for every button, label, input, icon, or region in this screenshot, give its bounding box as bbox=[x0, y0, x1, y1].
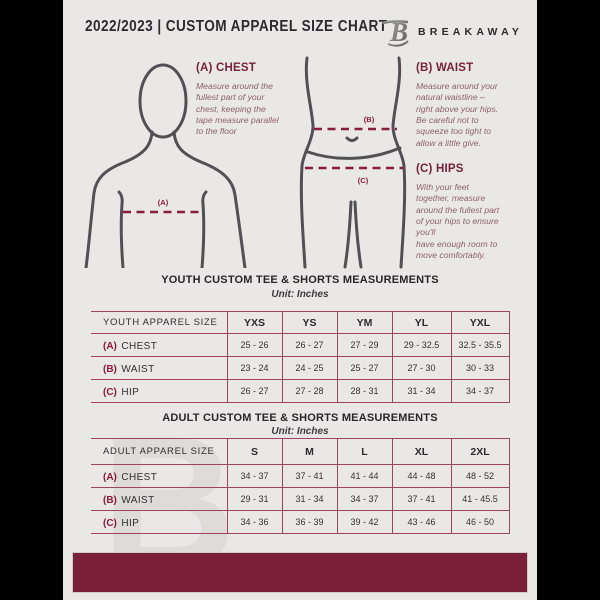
adult-chest-row: (A) CHEST 34 - 37 37 - 41 41 - 44 44 - 4… bbox=[91, 464, 510, 488]
row-label: HIP bbox=[121, 518, 140, 529]
breakaway-b-logo-icon: B bbox=[381, 17, 409, 47]
adult-waist-row: (B) WAIST 29 - 31 31 - 34 34 - 37 37 - 4… bbox=[91, 487, 510, 511]
table-cell: 25 - 27 bbox=[336, 356, 392, 380]
table-cell: 25 - 26 bbox=[226, 333, 282, 357]
adult-size-l: L bbox=[336, 438, 392, 465]
table-cell: 28 - 31 bbox=[336, 379, 392, 403]
table-cell: 26 - 27 bbox=[226, 379, 282, 403]
chest-guide-heading: (A) CHEST bbox=[196, 62, 256, 74]
youth-chest-row: (A) CHEST 25 - 26 26 - 27 27 - 29 29 - 3… bbox=[91, 333, 510, 357]
row-key: (A) bbox=[103, 472, 117, 483]
table-cell: 46 - 50 bbox=[450, 510, 510, 534]
youth-table-header-row: YOUTH APPAREL SIZE YXS YS YM YL YXL bbox=[91, 311, 510, 334]
row-key: (B) bbox=[103, 495, 117, 506]
table-cell: 24 - 25 bbox=[281, 356, 337, 380]
youth-size-ys: YS bbox=[281, 311, 337, 334]
table-cell: 34 - 37 bbox=[226, 464, 282, 488]
youth-size-yxs: YXS bbox=[226, 311, 282, 334]
chest-guide-text: Measure around the fullest part of your … bbox=[196, 81, 279, 137]
table-cell: 37 - 41 bbox=[391, 487, 451, 511]
adult-size-table: ADULT APPAREL SIZE S M L XL 2XL (A) CHES… bbox=[91, 438, 510, 534]
table-cell: 34 - 36 bbox=[226, 510, 282, 534]
row-label: HIP bbox=[121, 387, 140, 398]
table-cell: 27 - 29 bbox=[336, 333, 392, 357]
table-cell: 27 - 28 bbox=[281, 379, 337, 403]
hips-line-label: (C) bbox=[358, 176, 369, 185]
youth-table-corner-header: YOUTH APPAREL SIZE bbox=[91, 311, 227, 334]
table-cell: 29 - 31 bbox=[226, 487, 282, 511]
table-cell: 48 - 52 bbox=[450, 464, 510, 488]
youth-size-table: YOUTH APPAREL SIZE YXS YS YM YL YXL (A) … bbox=[91, 311, 510, 403]
row-label: CHEST bbox=[121, 472, 158, 483]
page-title: 2022/2023 | CUSTOM APPAREL SIZE CHART bbox=[85, 18, 388, 35]
table-cell: 37 - 41 bbox=[281, 464, 337, 488]
brand-name: BREAKAWAY bbox=[418, 26, 524, 38]
table-cell: 44 - 48 bbox=[391, 464, 451, 488]
logo-letter: B bbox=[389, 17, 408, 47]
adult-size-2xl: 2XL bbox=[450, 438, 510, 465]
table-cell: 43 - 46 bbox=[391, 510, 451, 534]
torso-figure-illustration: (A) bbox=[84, 63, 247, 268]
table-cell: 34 - 37 bbox=[450, 379, 510, 403]
row-label: WAIST bbox=[121, 495, 155, 506]
waist-line-label: (B) bbox=[364, 115, 375, 124]
row-label: CHEST bbox=[121, 341, 158, 352]
figure-head bbox=[138, 63, 188, 139]
document-canvas: B 2022/2023 | CUSTOM APPAREL SIZE CHART … bbox=[63, 0, 537, 600]
youth-size-yxl: YXL bbox=[450, 311, 510, 334]
row-key: (B) bbox=[103, 364, 117, 375]
table-cell: 41 - 44 bbox=[336, 464, 392, 488]
table-cell: 26 - 27 bbox=[281, 333, 337, 357]
row-key: (C) bbox=[103, 518, 117, 529]
adult-size-m: M bbox=[281, 438, 337, 465]
table-cell: 39 - 42 bbox=[336, 510, 392, 534]
adult-size-xl: XL bbox=[391, 438, 451, 465]
adult-table-header-row: ADULT APPAREL SIZE S M L XL 2XL bbox=[91, 438, 510, 465]
youth-size-yl: YL bbox=[391, 311, 451, 334]
adult-unit-label: Unit: Inches bbox=[271, 426, 329, 437]
waist-guide-text: Measure around your natural waistline – … bbox=[416, 81, 499, 148]
row-key: (C) bbox=[103, 387, 117, 398]
hips-guide-heading: (C) HIPS bbox=[416, 163, 464, 175]
navel-mark bbox=[345, 136, 359, 142]
youth-size-ym: YM bbox=[336, 311, 392, 334]
table-cell: 32.5 - 35.5 bbox=[450, 333, 510, 357]
table-cell: 36 - 39 bbox=[281, 510, 337, 534]
table-cell: 27 - 30 bbox=[391, 356, 451, 380]
youth-waist-row: (B) WAIST 23 - 24 24 - 25 25 - 27 27 - 3… bbox=[91, 356, 510, 380]
table-cell: 41 - 45.5 bbox=[450, 487, 510, 511]
adult-section-title: ADULT CUSTOM TEE & SHORTS MEASUREMENTS bbox=[162, 412, 438, 424]
chest-line-label: (A) bbox=[158, 198, 169, 207]
hip-contour-line bbox=[306, 146, 402, 160]
table-cell: 34 - 37 bbox=[336, 487, 392, 511]
youth-unit-label: Unit: Inches bbox=[271, 289, 329, 300]
table-cell: 30 - 33 bbox=[450, 356, 510, 380]
youth-section-title: YOUTH CUSTOM TEE & SHORTS MEASUREMENTS bbox=[161, 274, 439, 286]
waist-guide-heading: (B) WAIST bbox=[416, 62, 474, 74]
adult-size-s: S bbox=[226, 438, 282, 465]
table-cell: 31 - 34 bbox=[281, 487, 337, 511]
youth-hip-row: (C) HIP 26 - 27 27 - 28 28 - 31 31 - 34 … bbox=[91, 379, 510, 403]
hips-guide-text: With your feet together, measure around … bbox=[416, 182, 500, 261]
lower-body-figure-illustration: (B) (C) bbox=[299, 56, 407, 269]
table-cell: 31 - 34 bbox=[391, 379, 451, 403]
row-label: WAIST bbox=[121, 364, 155, 375]
table-cell: 29 - 32.5 bbox=[391, 333, 451, 357]
table-cell: 23 - 24 bbox=[226, 356, 282, 380]
footer-bar bbox=[72, 552, 528, 593]
row-key: (A) bbox=[103, 341, 117, 352]
adult-table-corner-header: ADULT APPAREL SIZE bbox=[91, 438, 227, 465]
adult-hip-row: (C) HIP 34 - 36 36 - 39 39 - 42 43 - 46 … bbox=[91, 510, 510, 534]
